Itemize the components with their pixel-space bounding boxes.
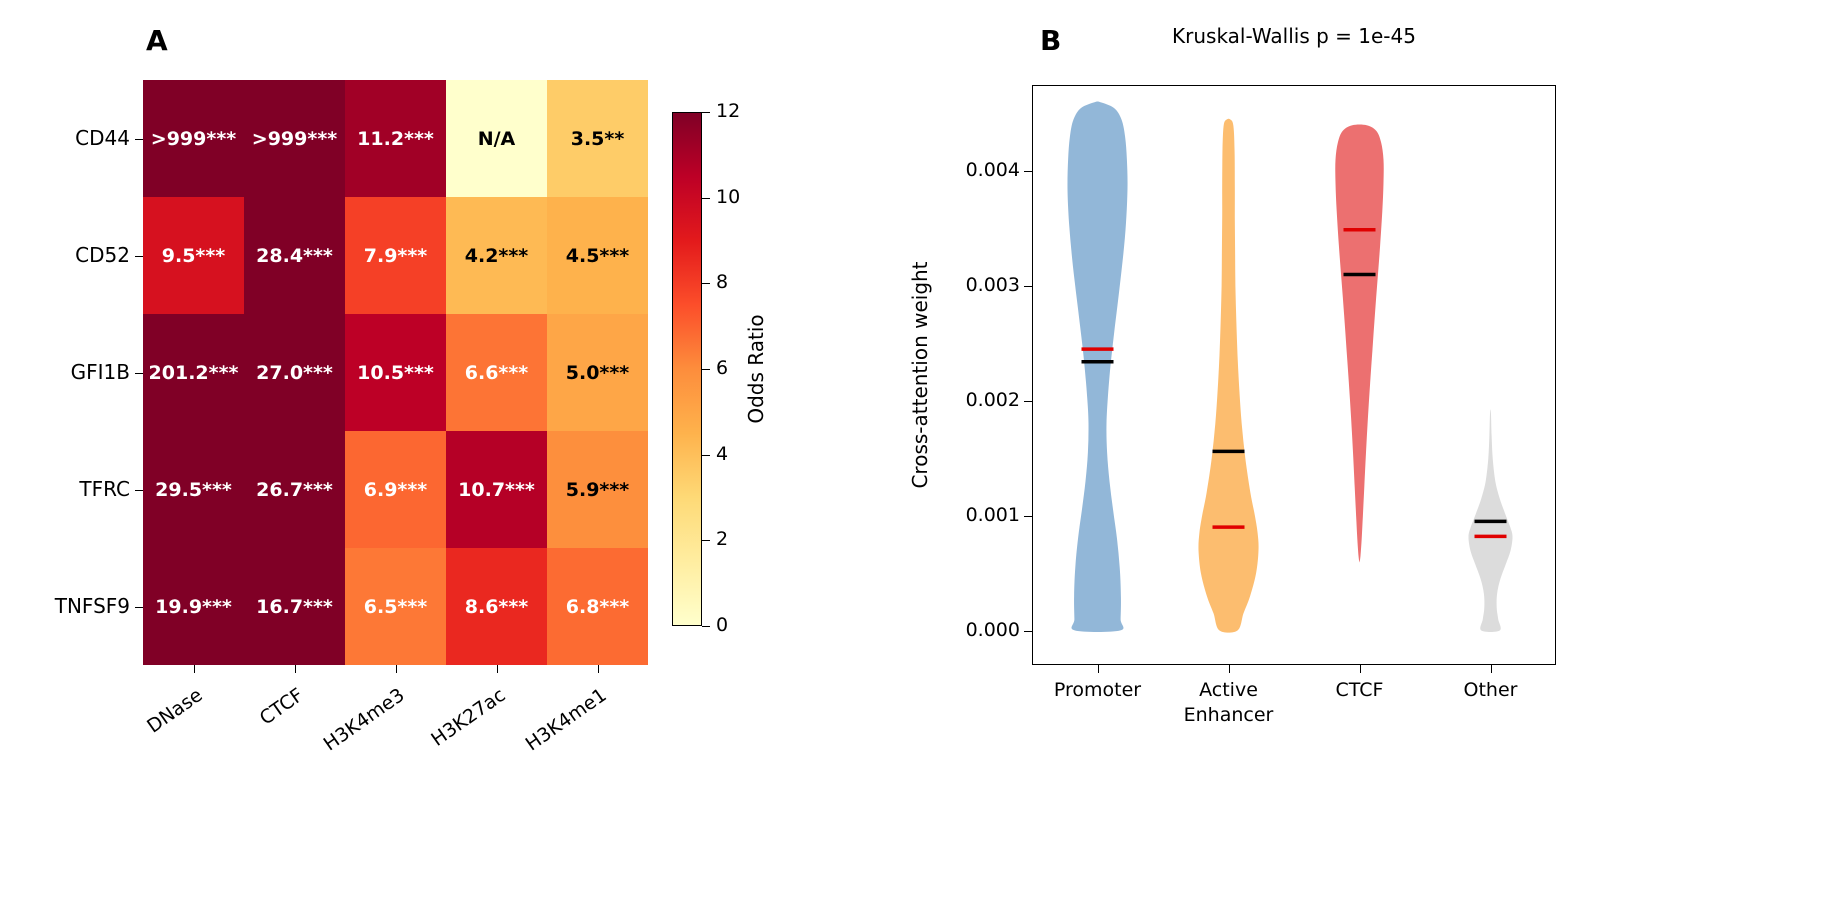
axis-tick	[1228, 665, 1230, 673]
heatmap-cell: 6.6***	[446, 314, 547, 431]
heatmap-cell: 5.9***	[547, 431, 648, 548]
axis-tick	[1024, 630, 1032, 632]
heatmap-cell: >999***	[143, 80, 244, 197]
colorbar-tick-label: 10	[716, 185, 741, 208]
heatmap-cell: 201.2***	[143, 314, 244, 431]
heatmap-cell: 4.2***	[446, 197, 547, 314]
heatmap-cell: 10.5***	[345, 314, 446, 431]
violin-y-tick-label: 0.004	[965, 159, 1020, 182]
heatmap-cell: N/A	[446, 80, 547, 197]
violin-x-tick-label: Promoter	[1053, 679, 1142, 701]
heatmap-row-label: GFI1B	[70, 359, 130, 384]
heatmap-cell: 10.7***	[446, 431, 547, 548]
heatmap-cell: 16.7***	[244, 548, 345, 665]
colorbar-tick-label: 0	[716, 614, 729, 636]
heatmap-row-label: CD52	[75, 242, 130, 267]
axis-tick	[496, 665, 498, 673]
heatmap-cell: 5.0***	[547, 314, 648, 431]
colorbar-tick-label: 6	[716, 357, 729, 379]
colorbar-tick	[702, 112, 710, 113]
heatmap-cell: 26.7***	[244, 431, 345, 548]
axis-tick	[1359, 665, 1361, 673]
axis-tick	[1024, 400, 1032, 402]
colorbar-tick-label: 12	[716, 100, 741, 122]
colorbar-tick	[702, 369, 710, 370]
axis-tick	[1024, 285, 1032, 287]
heatmap-cell: 11.2***	[345, 80, 446, 197]
violin-x-tick-label: Active Enhancer	[1183, 679, 1274, 726]
colorbar-tick	[702, 626, 710, 627]
axis-tick	[1024, 515, 1032, 517]
violin-title: Kruskal-Wallis p = 1e-45	[1172, 24, 1416, 48]
heatmap-cell: >999***	[244, 80, 345, 197]
colorbar-tick-label: 4	[716, 442, 729, 465]
heatmap-cell: 4.5***	[547, 197, 648, 314]
axis-tick	[294, 665, 296, 673]
violin-x-tick-label: CTCF	[1335, 679, 1384, 701]
violin-y-axis-label: Cross-attention weight	[908, 261, 932, 489]
heatmap-cell: 27.0***	[244, 314, 345, 431]
axis-tick	[1024, 171, 1032, 173]
axis-tick	[1490, 665, 1492, 673]
colorbar-tick	[702, 197, 710, 199]
violin-y-tick-label: 0.001	[965, 503, 1020, 526]
heatmap-cell: 6.9***	[345, 431, 446, 548]
axis-tick	[395, 665, 397, 673]
heatmap-cell: 3.5**	[547, 80, 648, 197]
colorbar-tick-label: 8	[716, 271, 729, 294]
heatmap-cell: 6.5***	[345, 548, 446, 665]
violin-promoter	[1067, 101, 1128, 632]
colorbar	[672, 112, 702, 626]
panel-a-label: A	[146, 24, 168, 57]
colorbar-label: Odds Ratio	[744, 314, 768, 424]
violin-y-tick-label: 0.002	[965, 388, 1020, 411]
heatmap-cell: 8.6***	[446, 548, 547, 665]
axis-tick	[135, 606, 143, 608]
axis-tick	[135, 255, 143, 257]
axis-tick	[135, 372, 143, 374]
heatmap-cell: 28.4***	[244, 197, 345, 314]
heatmap-cell: 9.5***	[143, 197, 244, 314]
colorbar-tick	[702, 454, 710, 456]
violin-y-tick-label: 0.000	[965, 618, 1020, 641]
colorbar-tick-label: 2	[716, 528, 729, 551]
heatmap-cell: 29.5***	[143, 431, 244, 548]
heatmap-cell: 7.9***	[345, 197, 446, 314]
colorbar-tick	[702, 283, 710, 285]
colorbar-tick	[702, 540, 710, 542]
panel-b-label: B	[1040, 24, 1062, 57]
axis-tick	[193, 665, 195, 673]
axis-tick	[1097, 665, 1099, 673]
violin-chart	[1067, 101, 1513, 633]
odds-ratio-heatmap: >999*** >999*** 11.2*** N/A 3.5** 9.5*** 28.4*…	[143, 80, 648, 665]
heatmap-cell: 6.8***	[547, 548, 648, 665]
heatmap-row-label: TFRC	[79, 476, 130, 501]
violin-active-enhancer	[1198, 118, 1259, 633]
heatmap-row-label: TNFSF9	[54, 593, 130, 618]
violin-y-tick-label: 0.003	[965, 273, 1020, 296]
axis-tick	[135, 489, 143, 491]
heatmap-row-label: CD44	[75, 125, 130, 150]
axis-tick	[597, 665, 599, 673]
violin-x-tick-label: Other	[1463, 679, 1518, 701]
axis-tick	[135, 138, 143, 140]
heatmap-cell: 19.9***	[143, 548, 244, 665]
violin-ctcf	[1335, 124, 1384, 563]
